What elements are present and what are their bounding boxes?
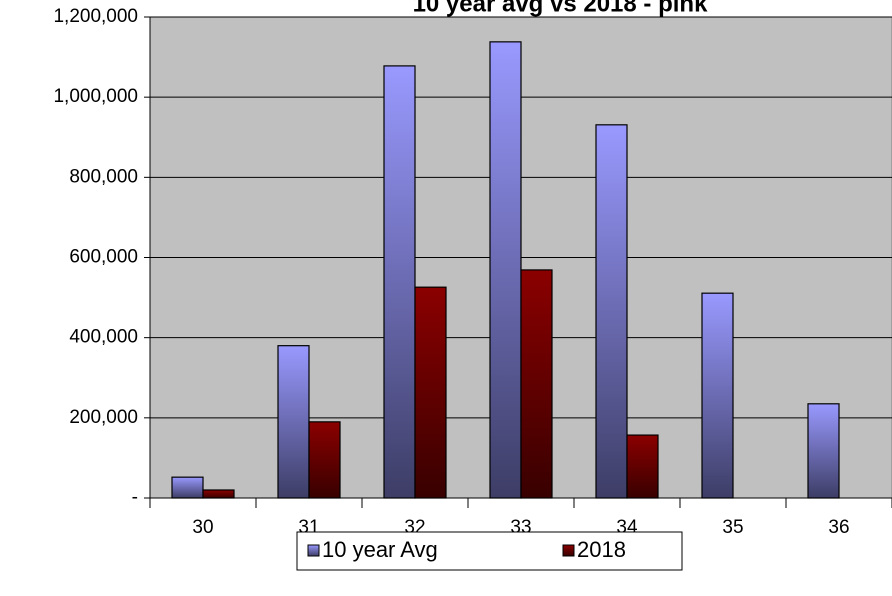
bar — [595, 124, 628, 499]
y-tick-label: 200,000 — [69, 407, 138, 428]
bar — [383, 65, 416, 499]
x-tick-label: 35 — [722, 517, 743, 538]
bar — [414, 286, 447, 499]
bar — [489, 41, 522, 499]
y-tick-label: 600,000 — [69, 247, 138, 268]
bar — [171, 476, 204, 499]
y-tick-label: 1,200,000 — [53, 6, 138, 27]
bar — [701, 292, 734, 499]
y-tick-label: 1,000,000 — [53, 86, 138, 107]
chart-title: 10 year avg vs 2018 - pink — [413, 0, 709, 17]
legend-label: 10 year Avg — [322, 537, 438, 562]
bar — [520, 269, 553, 499]
y-tick-label: 400,000 — [69, 327, 138, 348]
legend-swatch — [562, 544, 575, 557]
bar — [277, 345, 310, 499]
bar — [308, 421, 341, 499]
x-tick-label: 30 — [192, 517, 213, 538]
legend — [296, 531, 683, 571]
bar — [202, 489, 235, 499]
legend-label: 2018 — [577, 537, 626, 562]
bar — [807, 403, 840, 499]
bar — [626, 434, 659, 499]
y-tick-label: - — [132, 487, 138, 508]
x-tick-label: 36 — [828, 517, 849, 538]
y-tick-label: 800,000 — [69, 166, 138, 187]
legend-swatch — [307, 544, 320, 557]
